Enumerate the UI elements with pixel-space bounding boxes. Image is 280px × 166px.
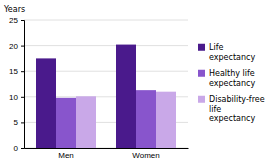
x-tick: Men xyxy=(58,151,74,160)
grid-line xyxy=(24,45,188,46)
y-tick: 10 xyxy=(9,93,24,102)
x-axis: Men Women xyxy=(25,149,189,160)
y-tick: 0 xyxy=(14,144,24,153)
y-axis-label: Years xyxy=(3,5,25,14)
y-tick-label: 5 xyxy=(14,118,19,127)
legend-swatch xyxy=(198,70,205,77)
bar xyxy=(136,90,156,148)
y-tick-mark xyxy=(21,20,24,21)
x-tick: Women xyxy=(132,151,159,160)
y-tick-label: 20 xyxy=(9,42,18,51)
y-axis: 0 5 10 15 20 25 xyxy=(9,16,24,153)
y-tick: 25 xyxy=(9,16,24,25)
legend-item: Lifeexpectancy xyxy=(198,43,255,62)
grid-line xyxy=(24,20,188,21)
legend-label: Healthy lifeexpectancy xyxy=(209,69,255,88)
bar xyxy=(76,96,96,148)
legend-label: Lifeexpectancy xyxy=(209,43,255,62)
bars xyxy=(36,45,176,148)
y-axis-line xyxy=(21,21,25,149)
bar xyxy=(156,92,176,148)
grid xyxy=(24,20,188,148)
y-tick: 20 xyxy=(9,42,24,51)
legend-swatch xyxy=(198,96,205,103)
chart: 0 5 10 15 20 25 Men Women Years Lifeexpectancy Hea… xyxy=(0,0,280,166)
y-tick-mark xyxy=(21,71,24,72)
x-axis-line xyxy=(25,148,189,149)
x-tick-label: Women xyxy=(132,151,159,160)
y-tick: 5 xyxy=(14,118,24,127)
legend: Lifeexpectancy Healthy lifeexpectancy Disa… xyxy=(198,43,265,123)
bar xyxy=(116,45,136,148)
y-tick-label: 0 xyxy=(14,144,19,153)
y-tick-mark xyxy=(21,148,24,149)
y-tick-label: 25 xyxy=(9,16,18,25)
legend-label: Disability-freelifeexpectancy xyxy=(209,95,265,123)
legend-item: Disability-freelifeexpectancy xyxy=(198,95,265,123)
y-tick-label: 15 xyxy=(9,67,18,76)
bar xyxy=(56,98,76,148)
y-tick: 15 xyxy=(9,67,24,76)
y-tick-mark xyxy=(21,97,24,98)
bar xyxy=(36,58,56,148)
y-tick-mark xyxy=(21,46,24,47)
y-tick-label: 10 xyxy=(9,93,18,102)
plot: 0 5 10 15 20 25 Men Women xyxy=(9,16,188,160)
chart-container: 0 5 10 15 20 25 Men Women Years Lifeexpectancy Hea… xyxy=(0,0,280,166)
legend-swatch xyxy=(198,44,205,51)
legend-item: Healthy lifeexpectancy xyxy=(198,69,255,88)
x-tick-label: Men xyxy=(58,151,74,160)
y-tick-mark xyxy=(21,122,24,123)
